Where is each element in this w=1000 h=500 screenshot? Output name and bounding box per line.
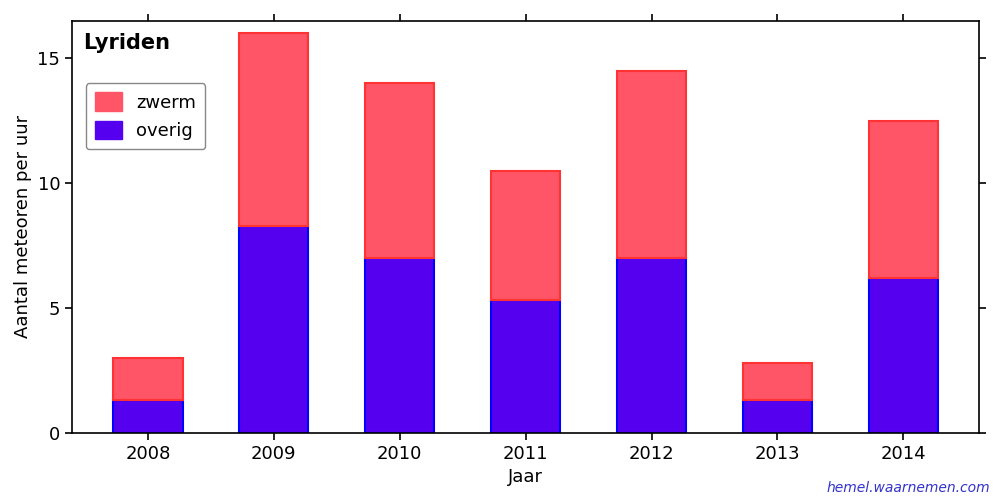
Bar — [869, 120, 938, 278]
Text: Lyriden: Lyriden — [83, 33, 170, 53]
Bar — [113, 400, 183, 432]
Bar — [239, 226, 308, 432]
Text: hemel.waarnemen.com: hemel.waarnemen.com — [826, 481, 990, 495]
Bar — [743, 363, 812, 401]
Bar — [743, 400, 812, 432]
Bar — [113, 358, 183, 401]
Bar — [365, 258, 434, 432]
Bar — [491, 170, 560, 300]
Legend: zwerm, overig: zwerm, overig — [86, 84, 205, 149]
Bar — [491, 300, 560, 432]
Bar — [617, 71, 686, 258]
Y-axis label: Aantal meteoren per uur: Aantal meteoren per uur — [14, 115, 32, 338]
Bar — [869, 278, 938, 432]
Bar — [365, 83, 434, 258]
Bar — [617, 258, 686, 432]
Bar — [239, 34, 308, 226]
X-axis label: Jaar: Jaar — [508, 468, 543, 486]
